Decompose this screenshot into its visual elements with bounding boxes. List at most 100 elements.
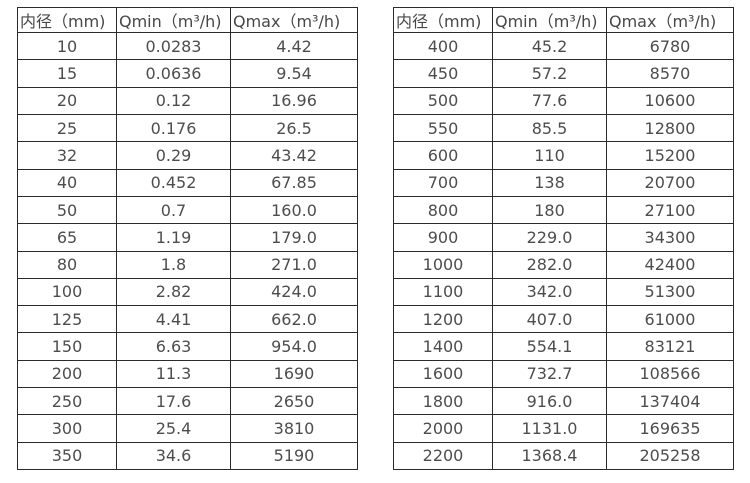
table-row: 400 45.2 6780 [393, 31, 734, 61]
cell-qmin: 0.12 [116, 86, 231, 115]
cell-diameter: 2200 [393, 441, 493, 471]
cell-qmax: 26.5 [230, 113, 358, 143]
cell-diameter: 1800 [393, 387, 493, 416]
cell-qmin: 282.0 [492, 250, 607, 279]
cell-diameter: 80 [17, 250, 117, 279]
cell-qmin: 1368.4 [492, 441, 607, 471]
table-row: 300 25.4 3810 [17, 414, 358, 443]
cell-qmax: 108566 [606, 359, 734, 389]
table-row: 700 138 20700 [393, 168, 734, 197]
table-row: 1100 342.0 51300 [393, 277, 734, 307]
table-row: 32 0.29 43.42 [17, 141, 358, 170]
cell-qmax: 12800 [606, 113, 734, 143]
header-cell-diameter: 内径（mm) [17, 7, 117, 33]
cell-diameter: 125 [17, 305, 117, 334]
header-cell-qmin: Qmin（m³/h) [492, 7, 607, 33]
cell-qmin: 85.5 [492, 113, 607, 143]
cell-qmin: 554.1 [492, 332, 607, 361]
cell-qmax: 16.96 [230, 86, 358, 115]
table-row: 15 0.0636 9.54 [17, 59, 358, 88]
cell-qmax: 10600 [606, 86, 734, 115]
cell-qmax: 67.85 [230, 168, 358, 197]
cell-diameter: 450 [393, 59, 493, 88]
cell-diameter: 250 [17, 387, 117, 416]
cell-diameter: 550 [393, 113, 493, 143]
cell-qmax: 27100 [606, 195, 734, 225]
cell-qmax: 160.0 [230, 195, 358, 225]
cell-qmax: 5190 [230, 441, 358, 471]
cell-qmax: 271.0 [230, 250, 358, 279]
cell-diameter: 800 [393, 195, 493, 225]
cell-qmax: 8570 [606, 59, 734, 88]
cell-qmax: 83121 [606, 332, 734, 361]
cell-qmin: 1.8 [116, 250, 231, 279]
cell-qmax: 9.54 [230, 59, 358, 88]
cell-qmin: 180 [492, 195, 607, 225]
table-row: 550 85.5 12800 [393, 113, 734, 143]
cell-diameter: 150 [17, 332, 117, 361]
table-row: 80 1.8 271.0 [17, 250, 358, 279]
table-row: 350 34.6 5190 [17, 441, 358, 471]
cell-qmin: 0.0283 [116, 31, 231, 61]
header-cell-qmax: Qmax（m³/h) [230, 7, 358, 33]
cell-qmin: 45.2 [492, 31, 607, 61]
cell-diameter: 900 [393, 223, 493, 252]
cell-qmin: 0.452 [116, 168, 231, 197]
cell-diameter: 1600 [393, 359, 493, 389]
table-row: 100 2.82 424.0 [17, 277, 358, 307]
table-row: 150 6.63 954.0 [17, 332, 358, 361]
cell-qmin: 0.176 [116, 113, 231, 143]
cell-diameter: 50 [17, 195, 117, 225]
cell-diameter: 15 [17, 59, 117, 88]
cell-qmax: 1690 [230, 359, 358, 389]
cell-qmin: 6.63 [116, 332, 231, 361]
cell-qmin: 11.3 [116, 359, 231, 389]
cell-qmin: 229.0 [492, 223, 607, 252]
table-row: 125 4.41 662.0 [17, 305, 358, 334]
table-row: 250 17.6 2650 [17, 387, 358, 416]
header-cell-qmax: Qmax（m³/h) [606, 7, 734, 33]
cell-diameter: 2000 [393, 414, 493, 443]
cell-diameter: 1200 [393, 305, 493, 334]
cell-diameter: 10 [17, 31, 117, 61]
flow-table-large-diameters: 内径（mm) Qmin（m³/h) Qmax（m³/h) 400 45.2 6780 450… [393, 7, 734, 471]
cell-diameter: 700 [393, 168, 493, 197]
cell-qmax: 954.0 [230, 332, 358, 361]
cell-qmin: 732.7 [492, 359, 607, 389]
table-row: 65 1.19 179.0 [17, 223, 358, 252]
cell-qmin: 0.29 [116, 141, 231, 170]
table-row: 800 180 27100 [393, 195, 734, 225]
cell-diameter: 400 [393, 31, 493, 61]
table-row: 2200 1368.4 205258 [393, 441, 734, 471]
cell-diameter: 65 [17, 223, 117, 252]
cell-qmax: 4.42 [230, 31, 358, 61]
cell-diameter: 1100 [393, 277, 493, 307]
cell-qmax: 137404 [606, 387, 734, 416]
table-row: 600 110 15200 [393, 141, 734, 170]
cell-diameter: 600 [393, 141, 493, 170]
cell-qmin: 407.0 [492, 305, 607, 334]
cell-diameter: 100 [17, 277, 117, 307]
table-row: 200 11.3 1690 [17, 359, 358, 389]
table-row: 1000 282.0 42400 [393, 250, 734, 279]
cell-qmax: 2650 [230, 387, 358, 416]
cell-qmax: 3810 [230, 414, 358, 443]
header-cell-diameter: 内径（mm) [393, 7, 493, 33]
table-row: 1600 732.7 108566 [393, 359, 734, 389]
cell-qmin: 34.6 [116, 441, 231, 471]
cell-diameter: 20 [17, 86, 117, 115]
cell-qmax: 51300 [606, 277, 734, 307]
cell-diameter: 300 [17, 414, 117, 443]
cell-diameter: 1000 [393, 250, 493, 279]
cell-qmin: 0.7 [116, 195, 231, 225]
table-row: 1400 554.1 83121 [393, 332, 734, 361]
cell-qmin: 57.2 [492, 59, 607, 88]
cell-qmin: 17.6 [116, 387, 231, 416]
cell-diameter: 200 [17, 359, 117, 389]
cell-diameter: 32 [17, 141, 117, 170]
cell-qmin: 1.19 [116, 223, 231, 252]
table-row: 450 57.2 8570 [393, 59, 734, 88]
cell-qmax: 34300 [606, 223, 734, 252]
cell-qmax: 424.0 [230, 277, 358, 307]
